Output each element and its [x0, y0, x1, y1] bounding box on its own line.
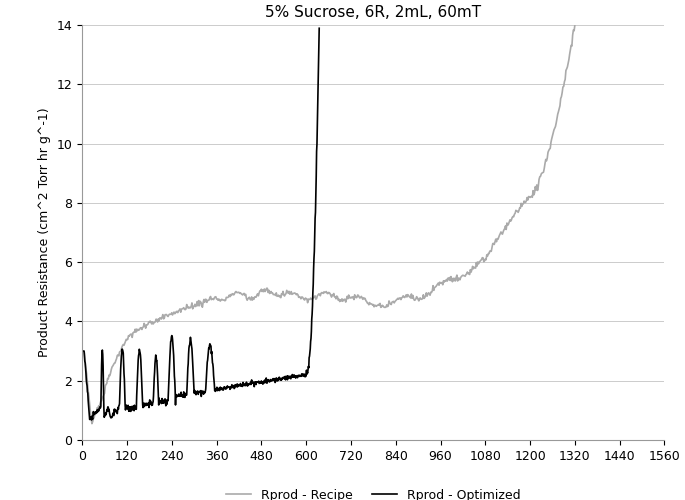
Rprod - Recipe	[494, 236, 502, 242]
Rprod - Recipe	[212, 296, 221, 302]
Rprod - Optimized	[78, 348, 86, 354]
Legend: Rprod - Recipe, Rprod - Optimized: Rprod - Recipe, Rprod - Optimized	[221, 484, 525, 500]
Line: Rprod - Recipe: Rprod - Recipe	[82, 25, 575, 423]
Line: Rprod - Optimized: Rprod - Optimized	[82, 28, 319, 420]
Y-axis label: Product Resistance (cm^2 Torr hr g^-1): Product Resistance (cm^2 Torr hr g^-1)	[38, 108, 51, 358]
Rprod - Optimized	[277, 376, 285, 382]
Title: 5% Sucrose, 6R, 2mL, 60mT: 5% Sucrose, 6R, 2mL, 60mT	[265, 4, 482, 20]
Rprod - Recipe	[88, 420, 96, 426]
Rprod - Optimized	[88, 417, 96, 423]
Rprod - Optimized	[279, 374, 288, 380]
Rprod - Recipe	[571, 22, 579, 28]
Rprod - Recipe	[78, 348, 86, 354]
Rprod - Recipe	[397, 296, 405, 302]
Rprod - Recipe	[145, 319, 153, 325]
Rprod - Optimized	[315, 26, 323, 32]
Rprod - Optimized	[80, 348, 88, 354]
Rprod - Optimized	[146, 397, 154, 403]
Rprod - Recipe	[316, 293, 325, 299]
Rprod - Optimized	[225, 384, 233, 390]
Rprod - Recipe	[218, 296, 226, 302]
Rprod - Optimized	[155, 395, 163, 401]
